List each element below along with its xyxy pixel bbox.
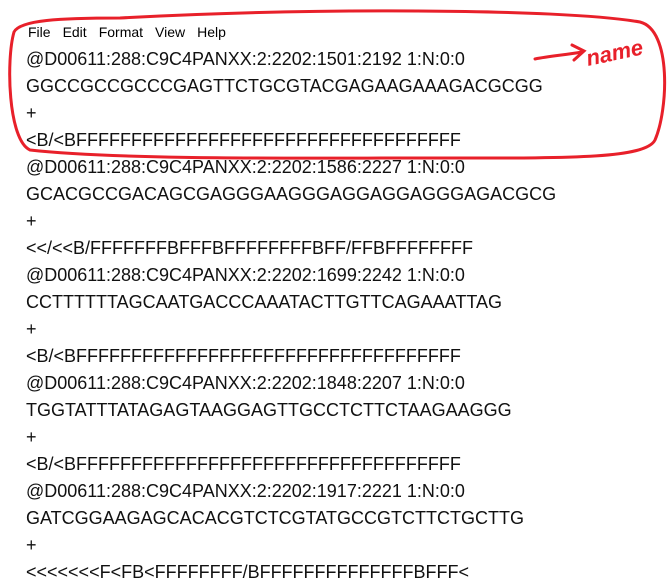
text-line: + (26, 211, 37, 231)
text-line: + (26, 319, 37, 339)
text-line: @D00611:288:C9C4PANXX:2:2202:1501:2192 1… (26, 49, 465, 69)
text-line: + (26, 427, 37, 447)
text-line: CCTTTTTTAGCAATGACCCAAATACTTGTTCAGAAATTAG (26, 292, 502, 312)
text-line: GGCCGCCGCCCGAGTTCTGCGTACGAGAAGAAAGACGCGG (26, 76, 543, 96)
text-line: @D00611:288:C9C4PANXX:2:2202:1586:2227 1… (26, 157, 465, 177)
menu-item[interactable]: File (28, 24, 51, 40)
text-line: + (26, 103, 37, 123)
text-line: <</<<B/FFFFFFFBFFFBFFFFFFFFBFF/FFBFFFFFF… (26, 238, 473, 258)
arrow (533, 43, 587, 62)
text-line: <B/<BFFFFFFFFFFFFFFFFFFFFFFFFFFFFFFFFFFF (26, 346, 461, 366)
annotation-label: name (584, 34, 645, 70)
text-area[interactable]: @D00611:288:C9C4PANXX:2:2202:1501:2192 1… (26, 46, 556, 586)
text-line: + (26, 535, 37, 555)
text-line: <B/<BFFFFFFFFFFFFFFFFFFFFFFFFFFFFFFFFFFF (26, 130, 461, 150)
text-line: GCACGCCGACAGCGAGGGAAGGGAGGAGGAGGGAGACGCG (26, 184, 557, 204)
text-line: @D00611:288:C9C4PANXX:2:2202:1917:2221 1… (26, 481, 465, 501)
menu-item[interactable]: Edit (62, 24, 87, 40)
text-line: <<<<<<<F<FB<FFFFFFFF/BFFFFFFFFFFFFFFBFFF… (26, 562, 470, 582)
menu-item[interactable]: View (155, 24, 186, 40)
menu-bar: File Edit Format View Help (22, 24, 232, 44)
menu-item[interactable]: Format (98, 24, 144, 40)
text-line: @D00611:288:C9C4PANXX:2:2202:1848:2207 1… (26, 373, 465, 393)
text-line: GATCGGAAGAGCACACGTCTCGTATGCCGTCTTCTGCTTG (26, 508, 524, 528)
text-line: <B/<BFFFFFFFFFFFFFFFFFFFFFFFFFFFFFFFFFFF (26, 454, 461, 474)
text-line: @D00611:288:C9C4PANXX:2:2202:1699:2242 1… (26, 265, 465, 285)
text-line: TGGTATTTATAGAGTAAGGAGTTGCCTCTTCTAAGAAGGG (26, 400, 512, 420)
highlight-circle (8, 9, 667, 160)
menu-item[interactable]: Help (197, 24, 226, 40)
